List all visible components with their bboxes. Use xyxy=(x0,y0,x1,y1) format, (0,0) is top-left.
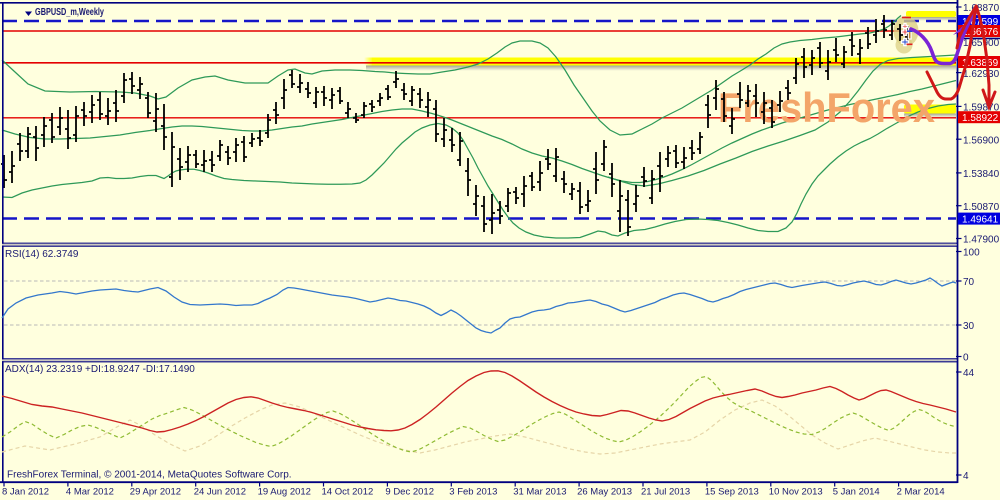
svg-text:1.62930: 1.62930 xyxy=(963,69,1000,80)
svg-text:0: 0 xyxy=(963,353,969,364)
svg-text:1.66676: 1.66676 xyxy=(962,27,999,38)
svg-text:15 Sep 2013: 15 Sep 2013 xyxy=(705,487,759,498)
svg-text:29 Apr 2012: 29 Apr 2012 xyxy=(130,487,181,498)
svg-text:3 Feb 2013: 3 Feb 2013 xyxy=(449,487,497,498)
svg-text:44: 44 xyxy=(963,368,975,379)
svg-text:24 Jun 2012: 24 Jun 2012 xyxy=(194,487,246,498)
svg-text:9 Dec 2012: 9 Dec 2012 xyxy=(385,487,434,498)
svg-text:1.50870: 1.50870 xyxy=(963,202,1000,213)
svg-text:26 May 2013: 26 May 2013 xyxy=(577,487,632,498)
svg-text:5 Jan 2014: 5 Jan 2014 xyxy=(833,487,880,498)
svg-text:30: 30 xyxy=(963,321,975,332)
svg-text:1.65900: 1.65900 xyxy=(963,38,1000,49)
svg-text:1.63869: 1.63869 xyxy=(962,58,999,69)
svg-text:FreshForex Terminal, © 2001-20: FreshForex Terminal, © 2001-2014, MetaQu… xyxy=(7,470,292,481)
svg-text:1.59870: 1.59870 xyxy=(963,103,1000,114)
svg-text:4 Mar 2012: 4 Mar 2012 xyxy=(66,487,114,498)
svg-text:21 Jul 2013: 21 Jul 2013 xyxy=(641,487,690,498)
svg-text:GBPUSD_m,Weekly: GBPUSD_m,Weekly xyxy=(35,7,104,18)
svg-text:1.68870: 1.68870 xyxy=(963,3,1000,14)
svg-text:8 Jan 2012: 8 Jan 2012 xyxy=(2,487,49,498)
svg-text:1.53840: 1.53840 xyxy=(963,169,1000,180)
svg-text:1.58922: 1.58922 xyxy=(962,113,999,124)
svg-text:14 Oct 2012: 14 Oct 2012 xyxy=(322,487,374,498)
svg-text:31 Mar 2013: 31 Mar 2013 xyxy=(513,487,566,498)
svg-text:1.56900: 1.56900 xyxy=(963,135,1000,146)
svg-text:ADX(14) 23.2319 +DI:18.9247 -D: ADX(14) 23.2319 +DI:18.9247 -DI:17.1490 xyxy=(5,364,195,375)
svg-text:RSI(14) 62.3749: RSI(14) 62.3749 xyxy=(5,249,79,260)
svg-text:1.49641: 1.49641 xyxy=(962,214,999,225)
svg-text:100: 100 xyxy=(963,248,980,259)
svg-text:FreshForex: FreshForex xyxy=(718,84,936,131)
svg-text:1.47900: 1.47900 xyxy=(963,235,1000,246)
svg-text:2 Mar 2014: 2 Mar 2014 xyxy=(897,487,945,498)
svg-text:10 Nov 2013: 10 Nov 2013 xyxy=(769,487,823,498)
svg-text:4: 4 xyxy=(963,471,969,482)
svg-text:70: 70 xyxy=(963,277,975,288)
svg-text:19 Aug 2012: 19 Aug 2012 xyxy=(258,487,311,498)
